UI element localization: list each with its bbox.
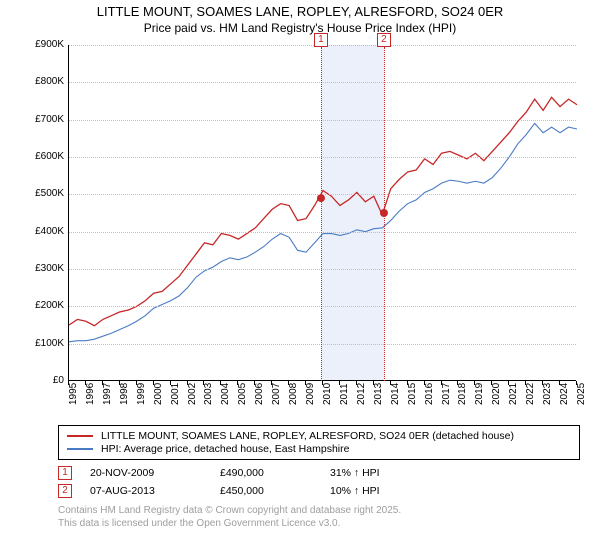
title-block: LITTLE MOUNT, SOAMES LANE, ROPLEY, ALRES… xyxy=(10,4,590,35)
legend-swatch-hpi xyxy=(67,448,93,450)
x-tick xyxy=(525,381,526,385)
x-tick xyxy=(356,381,357,385)
x-tick xyxy=(271,381,272,385)
x-tick xyxy=(424,381,425,385)
gridline-h xyxy=(69,232,576,233)
gridline-h xyxy=(69,306,576,307)
gridline-h xyxy=(69,269,576,270)
x-tick xyxy=(373,381,374,385)
flag-box: 2 xyxy=(377,33,391,47)
x-tick xyxy=(119,381,120,385)
x-tick xyxy=(254,381,255,385)
y-tick-label: £200K xyxy=(20,300,64,311)
chart-area: 12 £0 £100K £200K £300K £400K £500K £600K £700K… xyxy=(20,41,580,421)
sales-date-2: 07-AUG-2013 xyxy=(90,485,220,497)
x-tick xyxy=(457,381,458,385)
x-tick xyxy=(220,381,221,385)
x-tick xyxy=(576,381,577,385)
y-tick-label: £0 xyxy=(20,375,64,386)
sales-table: 1 20-NOV-2009 £490,000 31% ↑ HPI 2 07-AU… xyxy=(58,466,580,498)
y-tick-label: £900K xyxy=(20,39,64,50)
sales-flag-2: 2 xyxy=(58,484,72,498)
flag-line xyxy=(384,47,385,381)
line-svg xyxy=(69,45,576,380)
x-tick xyxy=(407,381,408,385)
gridline-h xyxy=(69,194,576,195)
y-tick-label: £600K xyxy=(20,151,64,162)
footer-line-2: This data is licensed under the Open Gov… xyxy=(58,517,580,530)
y-tick-label: £700K xyxy=(20,114,64,125)
gridline-h xyxy=(69,82,576,83)
x-tick xyxy=(390,381,391,385)
footer-line-1: Contains HM Land Registry data © Crown c… xyxy=(58,504,580,517)
x-tick xyxy=(322,381,323,385)
sales-row-1: 1 20-NOV-2009 £490,000 31% ↑ HPI xyxy=(58,466,580,480)
x-tick xyxy=(491,381,492,385)
y-tick-label: £400K xyxy=(20,226,64,237)
legend-item-subject: LITTLE MOUNT, SOAMES LANE, ROPLEY, ALRES… xyxy=(67,430,571,442)
legend-box: LITTLE MOUNT, SOAMES LANE, ROPLEY, ALRES… xyxy=(58,425,580,460)
x-tick xyxy=(542,381,543,385)
sales-pct-2: 10% ↑ HPI xyxy=(330,485,450,497)
x-tick xyxy=(203,381,204,385)
sales-price-2: £450,000 xyxy=(220,485,330,497)
chart-container: LITTLE MOUNT, SOAMES LANE, ROPLEY, ALRES… xyxy=(0,0,600,560)
sales-pct-1: 31% ↑ HPI xyxy=(330,467,450,479)
x-tick xyxy=(68,381,69,385)
legend-label-subject: LITTLE MOUNT, SOAMES LANE, ROPLEY, ALRES… xyxy=(101,430,514,442)
legend-item-hpi: HPI: Average price, detached house, East… xyxy=(67,443,571,455)
sales-flag-1: 1 xyxy=(58,466,72,480)
x-tick xyxy=(474,381,475,385)
plot-region: 12 xyxy=(68,45,576,381)
flag-box: 1 xyxy=(314,33,328,47)
x-tick xyxy=(153,381,154,385)
x-tick xyxy=(170,381,171,385)
gridline-h xyxy=(69,344,576,345)
gridline-h xyxy=(69,157,576,158)
sales-row-2: 2 07-AUG-2013 £450,000 10% ↑ HPI xyxy=(58,484,580,498)
x-tick xyxy=(237,381,238,385)
sales-price-1: £490,000 xyxy=(220,467,330,479)
x-tick xyxy=(288,381,289,385)
x-tick xyxy=(441,381,442,385)
x-tick xyxy=(102,381,103,385)
y-tick-label: £800K xyxy=(20,76,64,87)
y-tick-label: £500K xyxy=(20,188,64,199)
chart-subtitle: Price paid vs. HM Land Registry's House … xyxy=(10,21,590,35)
x-tick xyxy=(559,381,560,385)
x-tick xyxy=(305,381,306,385)
legend-swatch-subject xyxy=(67,435,93,437)
x-tick xyxy=(136,381,137,385)
x-tick xyxy=(187,381,188,385)
x-tick xyxy=(339,381,340,385)
sales-date-1: 20-NOV-2009 xyxy=(90,467,220,479)
y-tick-label: £100K xyxy=(20,338,64,349)
gridline-h xyxy=(69,120,576,121)
chart-title: LITTLE MOUNT, SOAMES LANE, ROPLEY, ALRES… xyxy=(10,4,590,19)
x-tick-label: 2025 xyxy=(576,383,600,405)
series-line xyxy=(69,97,577,325)
footer-note: Contains HM Land Registry data © Crown c… xyxy=(58,504,580,530)
y-tick-label: £300K xyxy=(20,263,64,274)
x-tick xyxy=(85,381,86,385)
legend-label-hpi: HPI: Average price, detached house, East… xyxy=(101,443,349,455)
x-tick xyxy=(508,381,509,385)
flag-line xyxy=(321,47,322,381)
